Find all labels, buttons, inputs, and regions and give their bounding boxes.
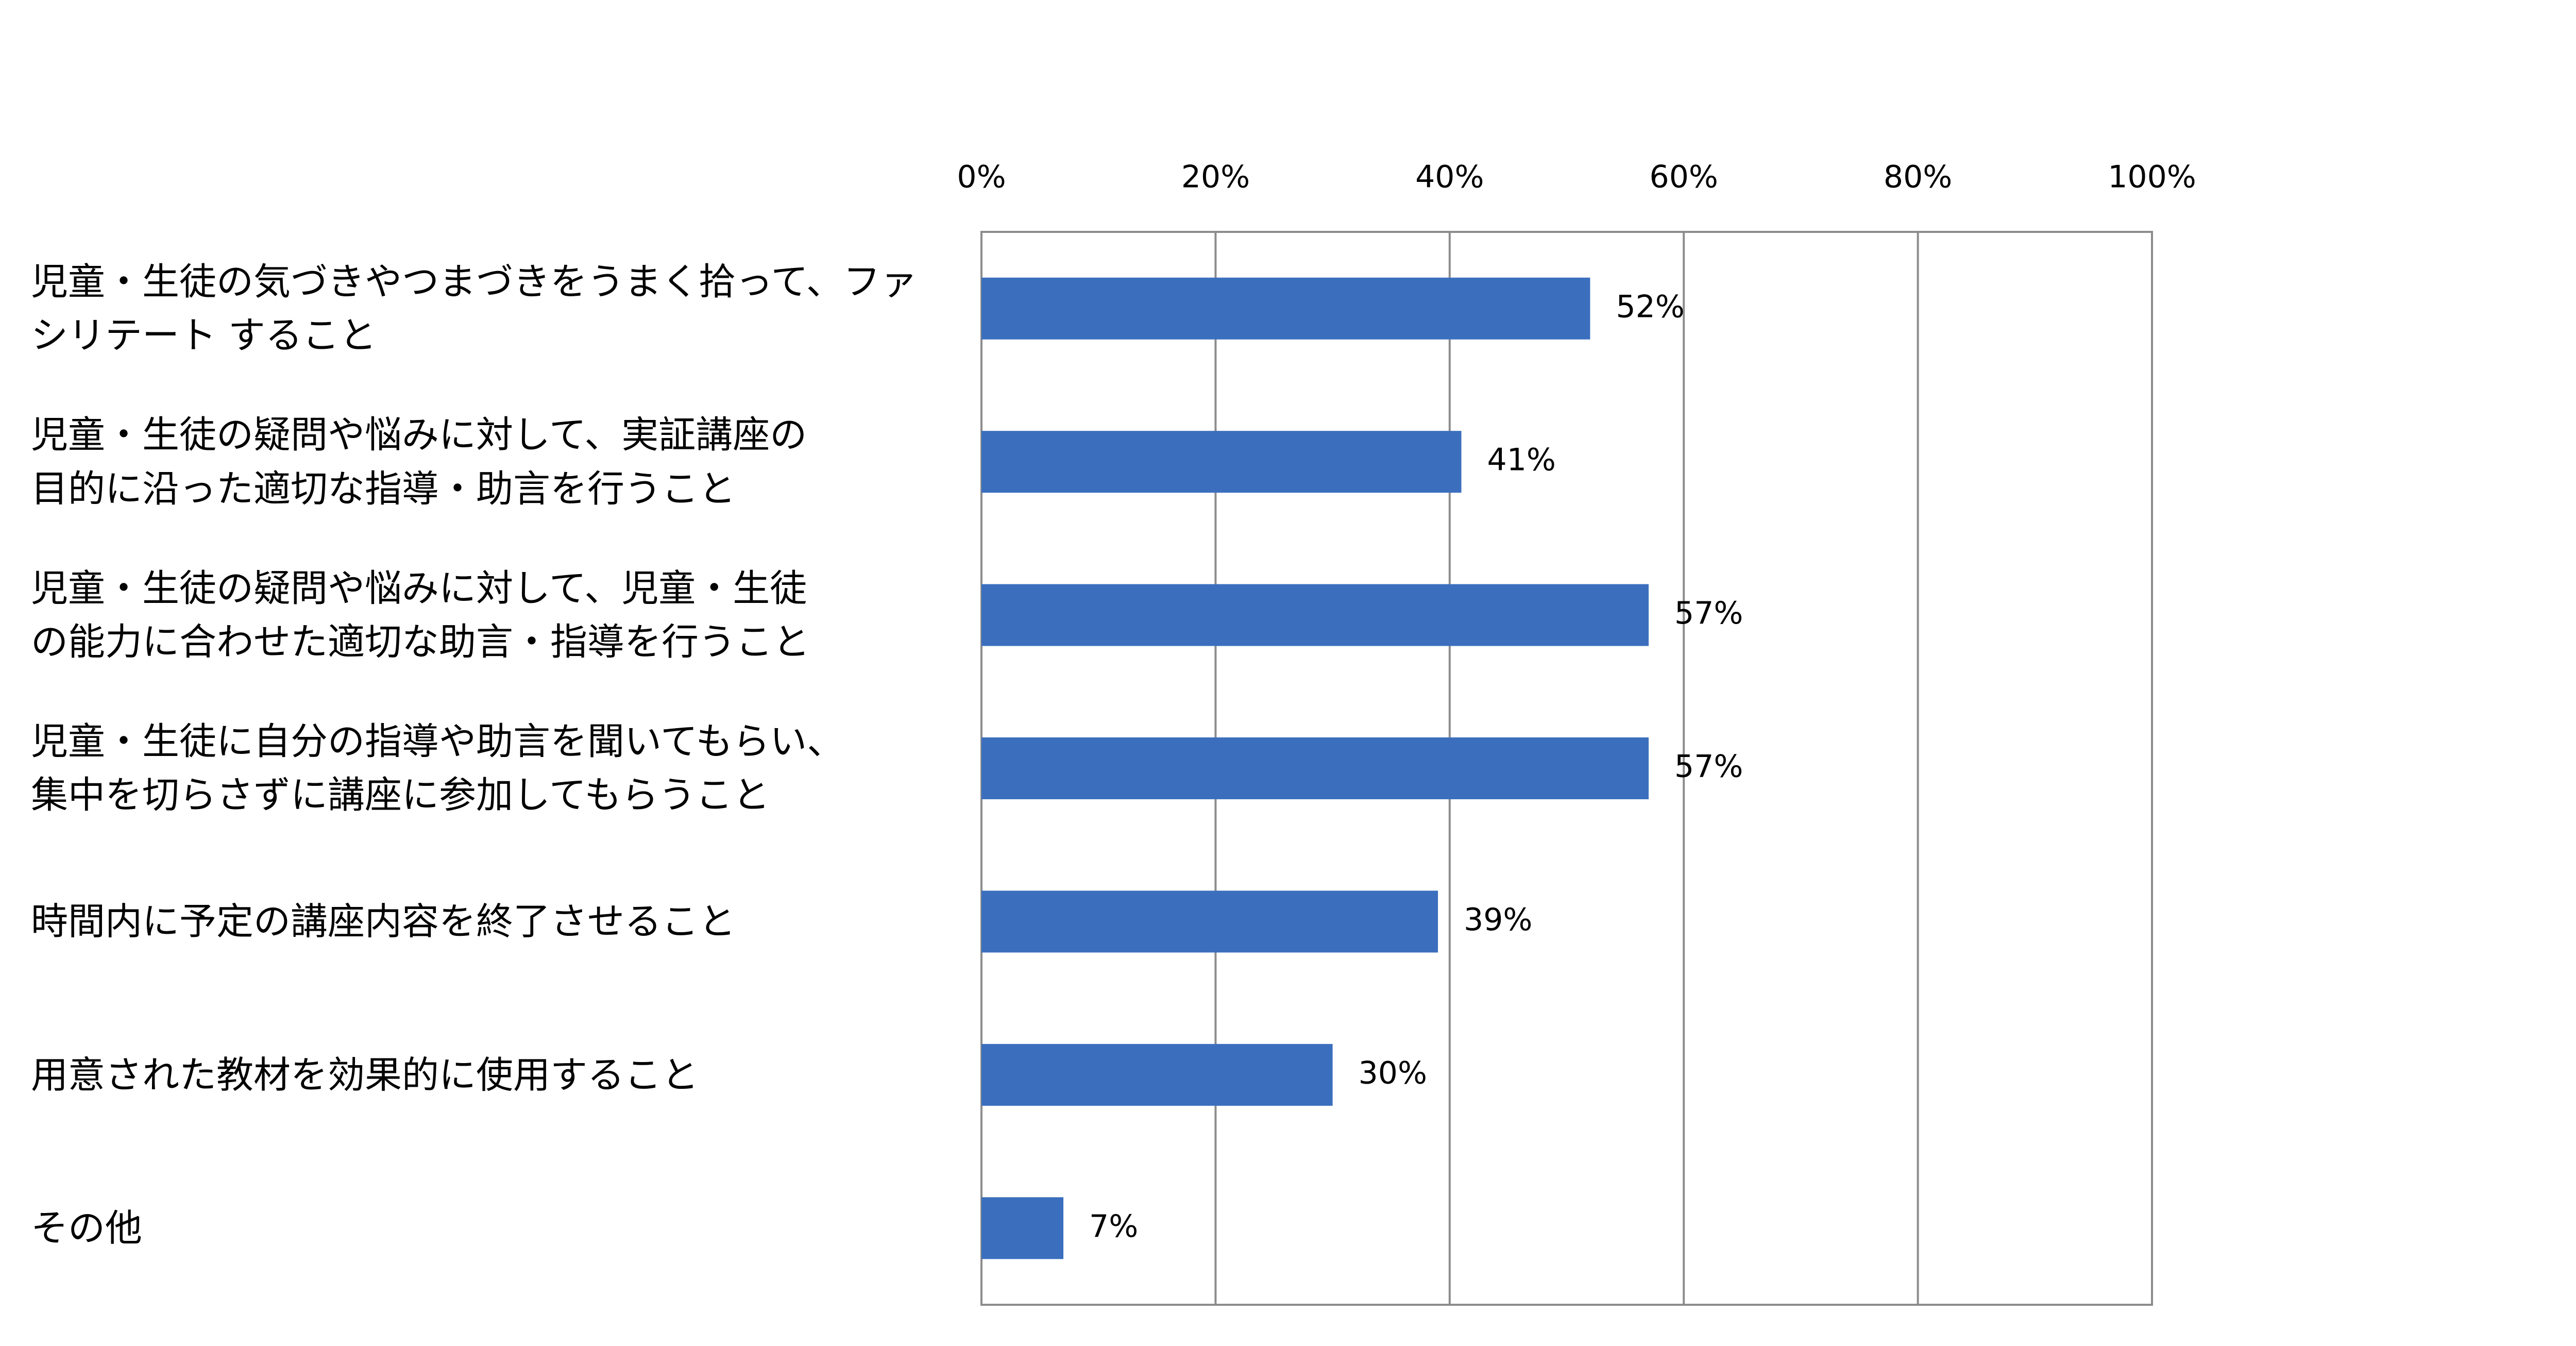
category-label: 児童・生徒の気づきやつまづきをうまく拾って、ファ シリテート すること bbox=[31, 260, 918, 357]
category-label: その他 bbox=[31, 1206, 143, 1250]
value-label: 57% bbox=[1674, 595, 1743, 631]
category-label: 児童・生徒の疑問や悩みに対して、実証講座の 目的に沿った適切な指導・助言を行うこ… bbox=[31, 413, 807, 511]
bar bbox=[981, 277, 1590, 340]
category-label: 用意された教材を効果的に使用すること bbox=[31, 1053, 699, 1097]
value-label: 52% bbox=[1616, 289, 1684, 325]
category-label: 児童・生徒に自分の指導や助言を聞いてもらい、 集中を切らさずに講座に参加してもら… bbox=[31, 719, 844, 817]
bar bbox=[981, 584, 1649, 646]
value-label: 30% bbox=[1359, 1055, 1427, 1091]
value-label: 41% bbox=[1487, 442, 1556, 478]
x-tick-label: 60% bbox=[1650, 159, 1718, 195]
value-label: 57% bbox=[1674, 749, 1743, 785]
category-label: 時間内に予定の講座内容を終了させること bbox=[31, 900, 736, 944]
x-tick-label: 0% bbox=[957, 159, 1006, 195]
value-label: 39% bbox=[1464, 902, 1532, 938]
bar bbox=[981, 737, 1649, 799]
category-label: 児童・生徒の疑問や悩みに対して、児童・生徒 の能力に合わせた適切な助言・指導を行… bbox=[31, 566, 810, 664]
bar bbox=[981, 1044, 1333, 1106]
x-tick-label: 100% bbox=[2108, 159, 2196, 195]
value-label: 7% bbox=[1089, 1208, 1138, 1244]
bar bbox=[981, 1197, 1064, 1259]
x-tick-label: 80% bbox=[1884, 159, 1952, 195]
x-tick-label: 40% bbox=[1415, 159, 1484, 195]
bar bbox=[981, 431, 1462, 493]
x-tick-label: 20% bbox=[1181, 159, 1250, 195]
bar bbox=[981, 890, 1438, 953]
